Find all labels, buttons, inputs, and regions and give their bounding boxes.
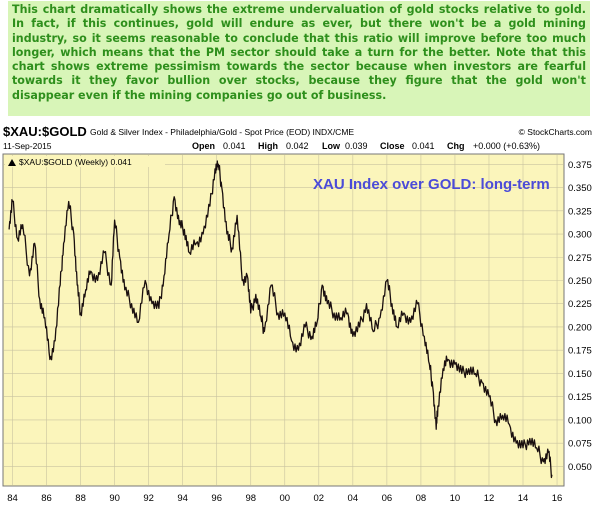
y-tick-label: 0.300 — [568, 230, 592, 241]
y-tick-label: 0.050 — [568, 462, 592, 473]
x-tick-label: 00 — [279, 493, 290, 504]
y-tick-label: 0.100 — [568, 415, 592, 426]
y-tick-label: 0.175 — [568, 346, 592, 357]
y-tick-label: 0.075 — [568, 439, 592, 450]
high-value: 0.042 — [286, 141, 309, 151]
y-tick-label: 0.375 — [568, 160, 592, 171]
open-value: 0.041 — [223, 141, 246, 151]
x-tick-label: 06 — [382, 493, 393, 504]
x-tick-label: 88 — [75, 493, 86, 504]
y-tick-label: 0.125 — [568, 392, 592, 403]
x-tick-label: 16 — [552, 493, 563, 504]
plot-area — [2, 153, 565, 487]
y-tick-label: 0.200 — [568, 322, 592, 333]
x-tick-label: 90 — [109, 493, 120, 504]
y-axis: 0.375 0.350 0.325 0.300 0.275 0.250 0.225 0.200… — [568, 160, 592, 473]
x-tick-label: 98 — [245, 493, 256, 504]
chart-date: 11-Sep-2015 — [3, 141, 52, 151]
source-credit: © StockCharts.com — [519, 127, 592, 137]
y-tick-label: 0.325 — [568, 206, 592, 217]
x-axis: 84 86 88 90 92 94 96 98 00 02 04 06 08 10 12 14 16 — [7, 493, 562, 504]
x-tick-label: 96 — [211, 493, 222, 504]
x-tick-label: 86 — [41, 493, 52, 504]
price-series-line — [8, 160, 553, 479]
close-label: Close — [380, 141, 405, 151]
chart-symbol: $XAU:$GOLD — [3, 124, 87, 139]
open-label: Open — [192, 141, 215, 151]
commentary-box: This chart dramatically shows the extrem… — [8, 1, 590, 116]
x-tick-label: 02 — [314, 493, 325, 504]
chart-description: Gold & Silver Index - Philadelphia/Gold … — [90, 127, 354, 137]
x-tick-label: 10 — [450, 493, 461, 504]
x-tick-label: 94 — [177, 493, 188, 504]
low-label: Low — [322, 141, 341, 151]
x-tick-label: 04 — [348, 493, 359, 504]
chg-label: Chg — [447, 141, 465, 151]
stock-chart: $XAU:$GOLD Gold & Silver Index - Philade… — [2, 124, 592, 504]
x-tick-label: 92 — [143, 493, 154, 504]
chg-value: +0.000 (+0.63%) — [473, 141, 540, 151]
legend-label: $XAU:$GOLD (Weekly) 0.041 — [19, 157, 132, 167]
y-tick-label: 0.150 — [568, 369, 592, 380]
x-tick-label: 08 — [416, 493, 427, 504]
commentary-text: This chart dramatically shows the extrem… — [12, 3, 586, 102]
low-value: 0.039 — [345, 141, 368, 151]
x-tick-label: 14 — [518, 493, 529, 504]
close-value: 0.041 — [412, 141, 435, 151]
y-tick-label: 0.250 — [568, 276, 592, 287]
x-tick-label: 84 — [7, 493, 18, 504]
up-triangle-icon — [8, 159, 16, 166]
x-tick-label: 12 — [484, 493, 495, 504]
legend-box — [5, 156, 165, 167]
y-tick-label: 0.350 — [568, 183, 592, 194]
high-label: High — [258, 141, 278, 151]
y-tick-label: 0.225 — [568, 299, 592, 310]
y-tick-label: 0.275 — [568, 253, 592, 264]
chart-title: XAU Index over GOLD: long-term — [313, 176, 550, 193]
